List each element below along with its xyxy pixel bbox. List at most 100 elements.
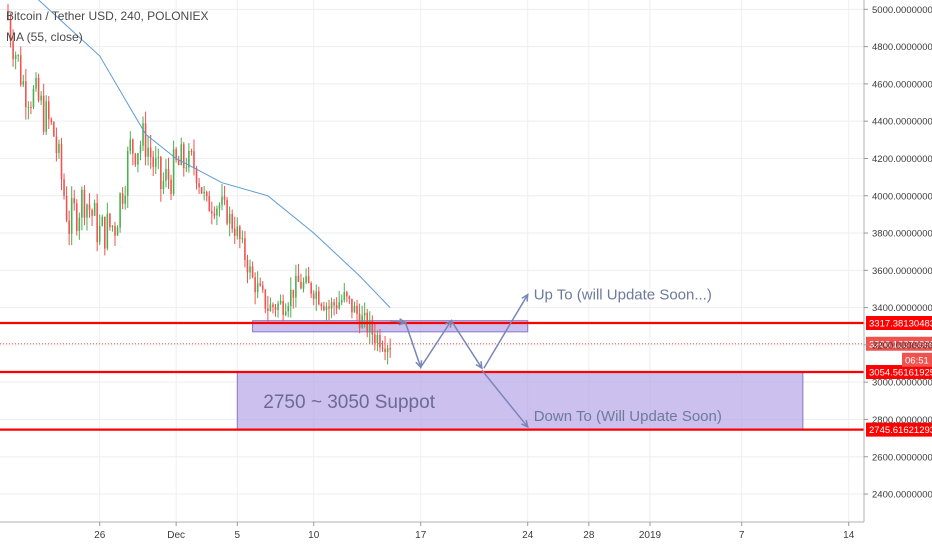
level-label-bg [866,422,932,437]
candle-body [119,193,121,228]
candle-body [198,183,200,188]
candle-body [190,150,193,152]
candle-body [101,216,104,226]
candle-body [147,147,149,157]
candle-body [272,304,274,308]
y-tick-label: 4000.00000000 [872,191,932,202]
candle-body [35,77,37,89]
candle-body [142,123,144,146]
x-tick-label: 7 [739,530,745,541]
candle-body [149,147,152,158]
candle-body [335,305,338,309]
candle-body [55,136,58,154]
candle-body [37,77,40,101]
candle-body [310,283,312,294]
candle-body [269,304,272,312]
candle-body [251,266,254,278]
candle-body [116,227,119,236]
candle-body [93,203,96,216]
candle-body [144,123,147,157]
candle-body [203,191,205,194]
candle-body [83,189,86,218]
candle-body [386,347,389,353]
candle-body [307,276,310,284]
candle-body [25,81,27,107]
candle-body [312,293,315,299]
candle-body [45,101,48,132]
candle-body [121,193,124,204]
candle-body [182,144,185,169]
candle-body [65,196,68,221]
candle-body [379,334,381,348]
candle-body [340,299,343,303]
candle-body [244,238,246,260]
symbol-title[interactable]: Bitcoin / Tether USD, 240, POLONIEX [6,9,209,23]
candle-body [134,153,137,165]
x-tick-label: Dec [167,530,185,541]
candle-body [223,196,226,200]
candle-body [371,320,374,335]
candle-body [185,167,188,169]
legend: Bitcoin / Tether USD, 240, POLONIEX MA (… [6,6,209,48]
candle-body [50,119,53,123]
candle-body [177,159,180,166]
candle-body [14,55,17,60]
candle-body [7,11,9,20]
candle-body [68,220,70,234]
candle-body [75,203,78,231]
y-tick-label: 2600.00000000 [872,452,932,463]
time-axis[interactable]: 26 Dec 5 10 17 24 28 2019 7 14 [94,522,855,541]
candle-body [236,226,239,236]
down-arrow [481,369,529,428]
down-target-label: Down To (Will Update Soon) [534,408,722,425]
candle-body [318,291,320,305]
candle-body [132,139,134,154]
candle-body [180,144,183,166]
candle-body [129,139,132,151]
zones [236,320,804,431]
candle-body [96,203,98,243]
y-tick-label: 4200.00000000 [872,154,932,165]
y-tick-label: 4800.00000000 [872,42,932,53]
current-price-label: 3206.12373999 [869,339,932,350]
projection-arrowhead [415,360,423,369]
levels: 3317.38130483 3054.56161925 2745.61621293 3… [0,316,932,437]
y-tick-label: 2800.00000000 [872,415,932,426]
candle-body [256,283,259,293]
candle-body [213,213,216,216]
candle-body [351,298,353,313]
candle-body [261,285,264,290]
candle-body [17,55,19,57]
support-zone-label: 2750 ~ 3050 Suppot [263,392,435,413]
ma-line [38,0,391,308]
candle-body [330,302,333,309]
candle-body [353,305,356,313]
candle-body [104,216,106,249]
candle-body [249,266,251,273]
candle-body [228,214,231,224]
down-arrow-head [521,419,529,429]
indicator-label[interactable]: MA (55, close) [6,30,83,44]
candle-body [300,281,302,289]
candle-body [315,291,318,299]
candle-body [264,289,267,309]
y-tick-label: 4600.00000000 [872,79,932,90]
x-tick-label: 2019 [639,530,662,541]
candle-body [282,300,284,315]
up-arrow-head [521,293,529,302]
candle-body [40,95,42,101]
candle-body [376,334,379,343]
price-axis[interactable]: 2400.00000000 2600.00000000 2800.00000000 3… [864,5,932,501]
candle-body [381,347,384,349]
y-tick-label: 3400.00000000 [872,303,932,314]
candle-body [259,283,262,286]
candle-body [91,210,93,216]
candle-body [175,149,177,160]
projection-arrowhead [444,319,453,328]
candle-body [348,296,351,299]
level-label: 3054.56161925 [869,368,932,379]
candle-body [98,225,101,243]
candle-body [361,315,363,328]
candle-body [172,149,175,194]
